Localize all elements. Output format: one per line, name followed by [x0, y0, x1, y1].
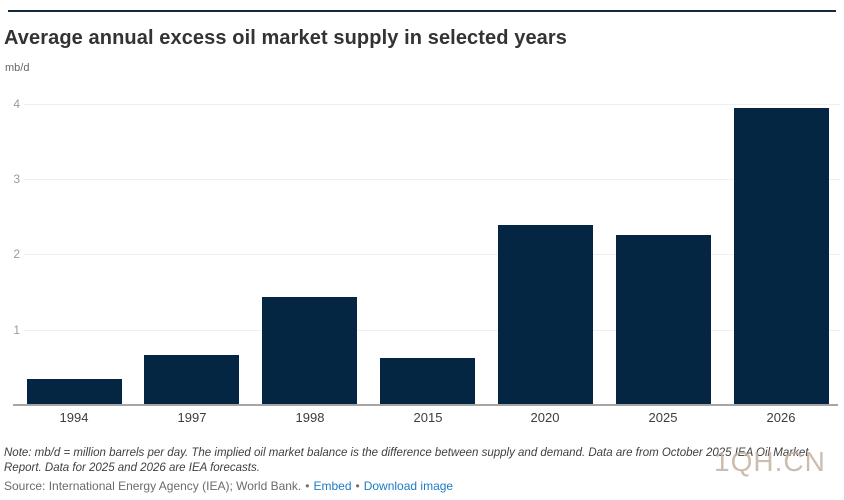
gridline-y-2 [24, 254, 840, 255]
bar-2026 [734, 108, 829, 405]
gridline-y-1 [24, 330, 840, 331]
bullet-separator: • [305, 479, 310, 493]
footnote: Note: mb/d = million barrels per day. Th… [4, 447, 809, 474]
bullet-separator: • [355, 479, 360, 493]
y-axis-units-label: mb/d [5, 62, 30, 74]
x-tick-label-1994: 1994 [59, 410, 89, 425]
source-row: Source: International Energy Agency (IEA… [4, 479, 453, 493]
y-tick-label-3: 3 [13, 172, 20, 186]
x-tick-label-2020: 2020 [530, 410, 560, 425]
y-tick-label-2: 2 [13, 247, 20, 261]
x-tick-label-2025: 2025 [648, 410, 678, 425]
y-tick-label-1: 1 [13, 323, 20, 337]
x-tick-label-1998: 1998 [295, 410, 325, 425]
x-tick-label-2026: 2026 [766, 410, 796, 425]
bar-1994 [27, 379, 122, 405]
bar-2025 [616, 235, 711, 405]
y-tick-label-4: 4 [13, 97, 20, 111]
download-image-link[interactable]: Download image [363, 479, 454, 493]
embed-link[interactable]: Embed [313, 479, 352, 493]
x-axis-line [13, 404, 838, 406]
bar-1997 [144, 355, 239, 405]
gridline-y-4 [24, 104, 840, 105]
top-accent-rule [8, 10, 836, 12]
chart-title: Average annual excess oil market supply … [4, 27, 568, 49]
gridline-y-3 [24, 179, 840, 180]
bar-1998 [262, 297, 357, 405]
bar-2020 [498, 225, 593, 405]
x-tick-label-2015: 2015 [413, 410, 443, 425]
x-tick-label-1997: 1997 [177, 410, 207, 425]
bar-2015 [380, 358, 475, 405]
source-text: Source: International Energy Agency (IEA… [4, 479, 302, 493]
